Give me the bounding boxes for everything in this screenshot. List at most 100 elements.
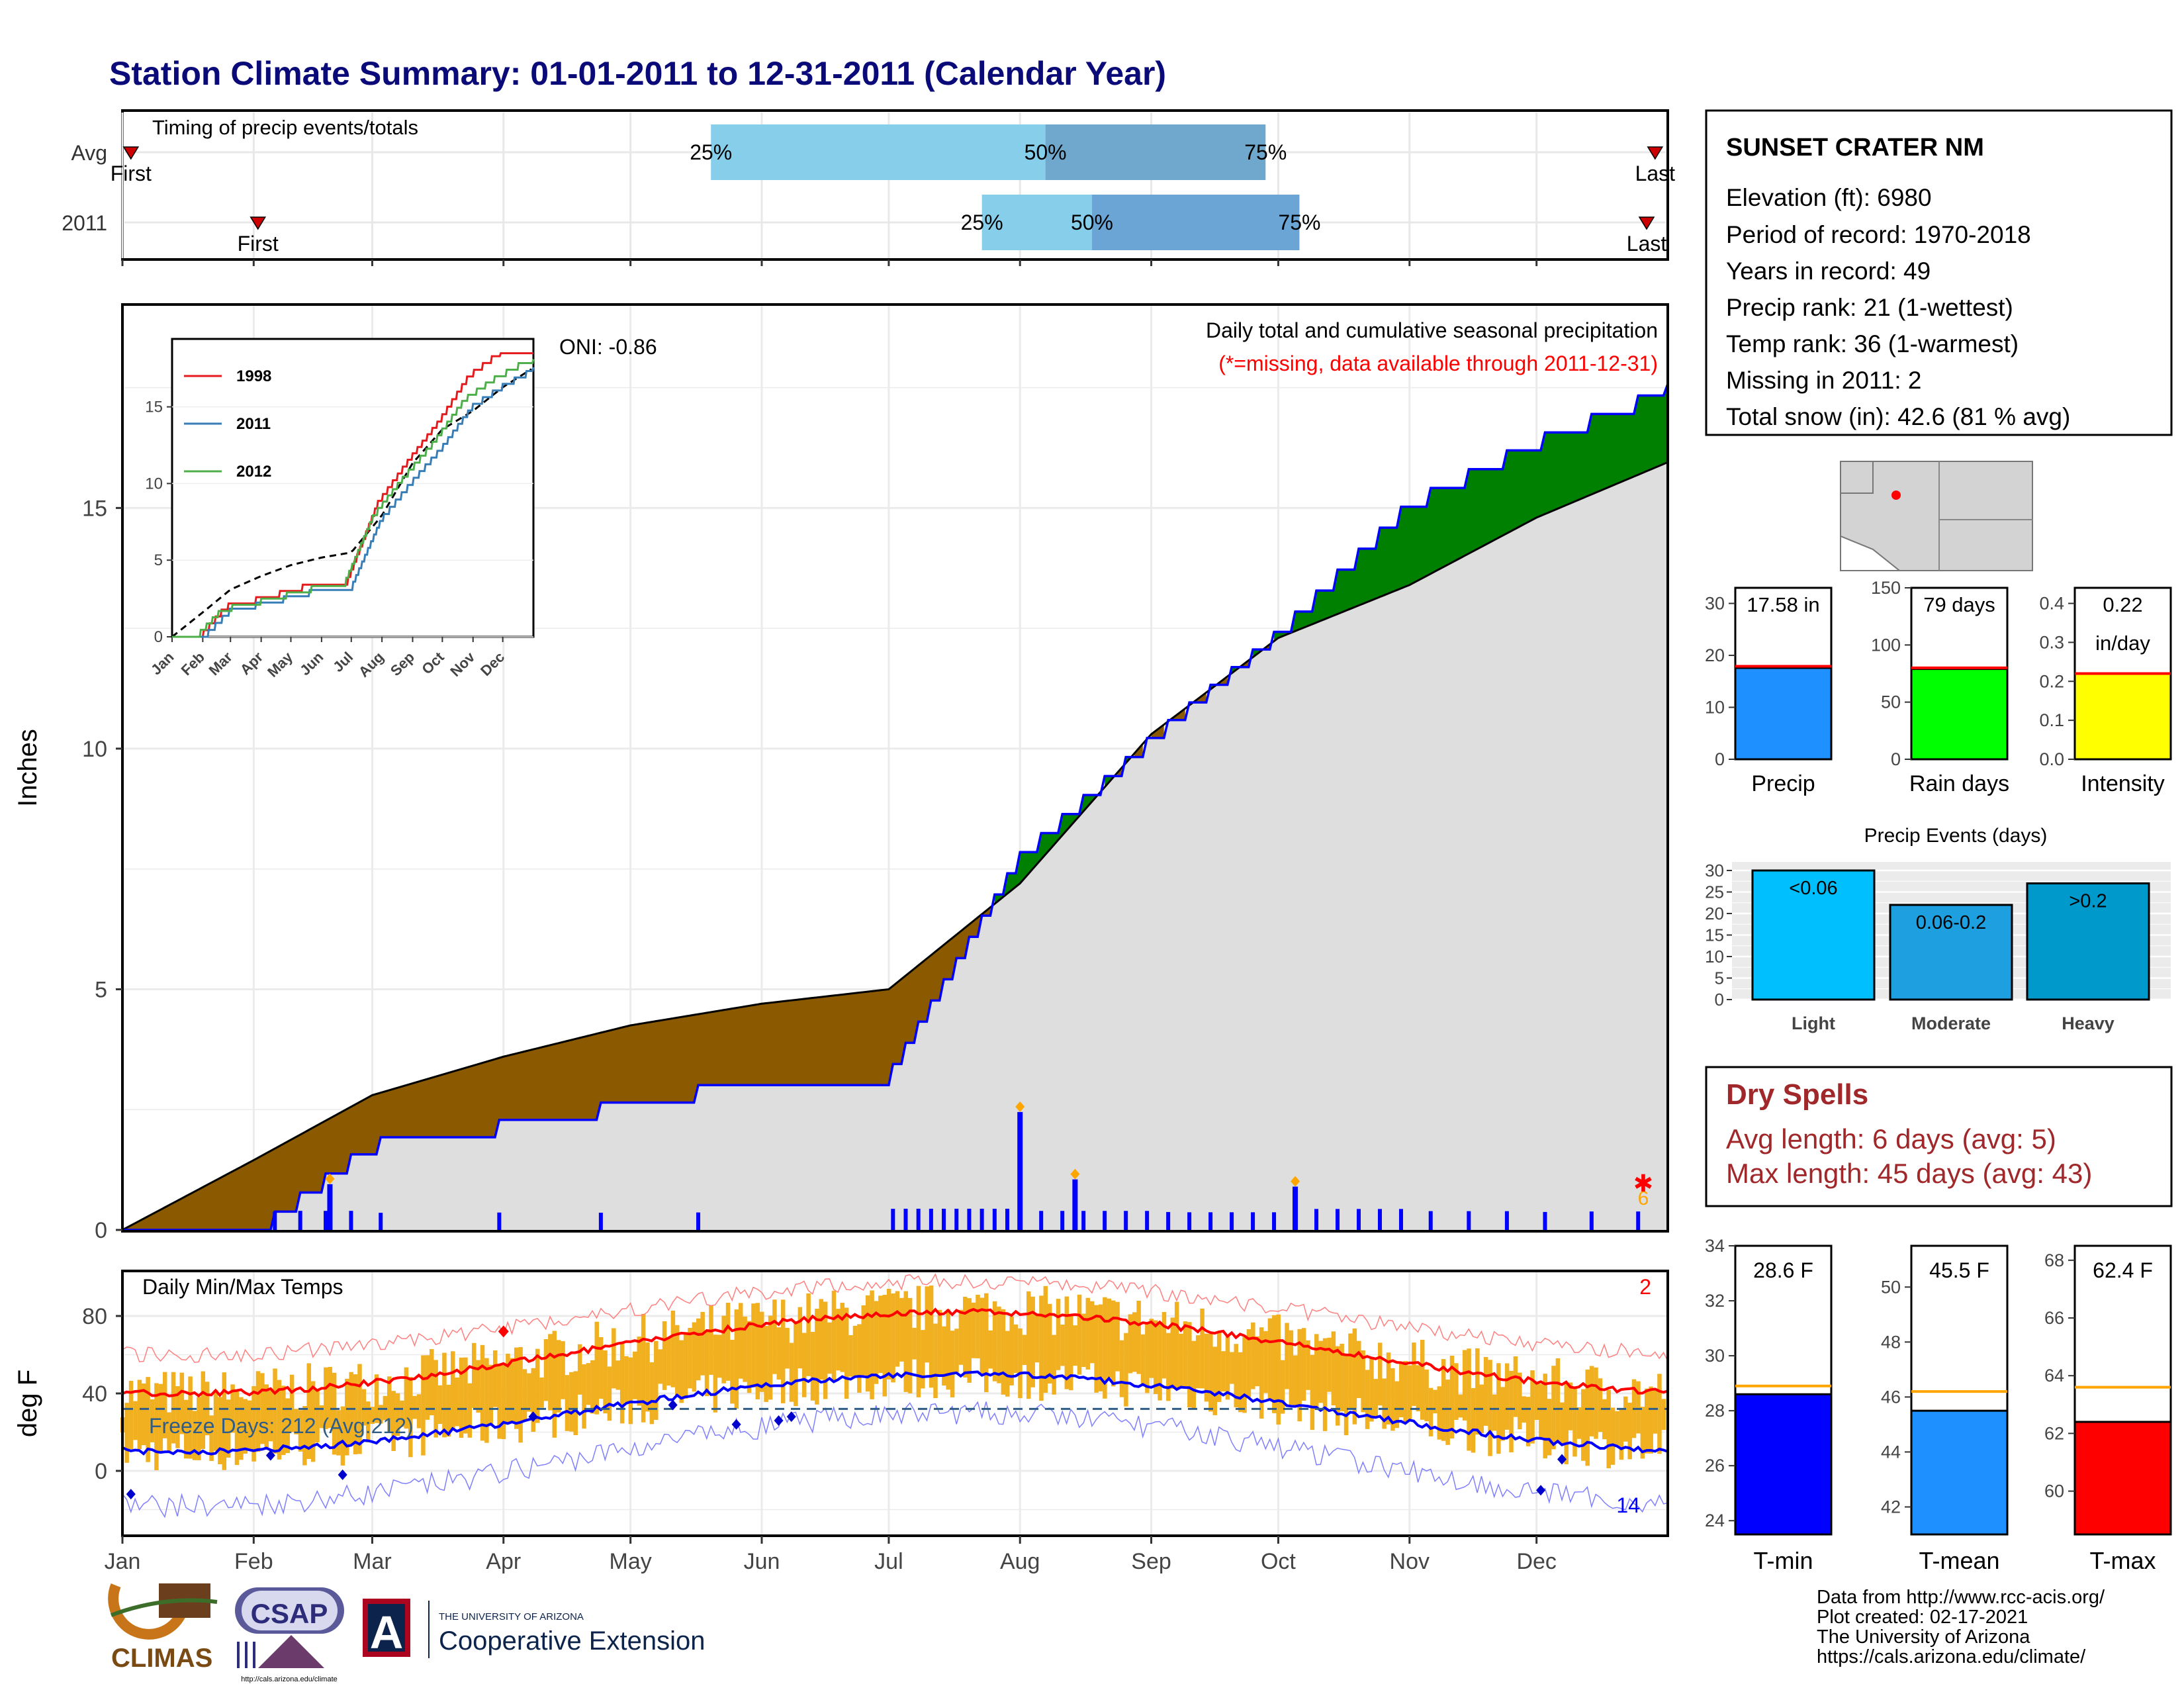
precip-ylabel: Inches	[13, 729, 42, 807]
daily-temp-bar	[1170, 1317, 1175, 1389]
daily-precip-bar	[942, 1208, 946, 1230]
events-bar-range: >0.2	[2069, 891, 2107, 912]
timing-pct-label: 75%	[1278, 211, 1320, 234]
daily-temp-bar	[848, 1335, 853, 1377]
oni-value: ONI: -0.86	[559, 335, 657, 359]
timing-pct-label: 75%	[1244, 140, 1287, 164]
daily-temp-bar	[840, 1302, 845, 1372]
climas-wordmark: CLIMAS	[111, 1644, 212, 1673]
summary-gauge: 0 10 20 30 17.58 in Precip	[1705, 586, 1833, 796]
events-bar	[2026, 882, 2150, 1001]
daily-temp-bar	[637, 1336, 641, 1406]
daily-temp-bar	[430, 1349, 434, 1416]
events-bar	[1889, 904, 2013, 1001]
daily-temp-bar	[1161, 1311, 1167, 1379]
daily-temp-bar	[1420, 1339, 1425, 1420]
month-label: Oct	[1261, 1549, 1296, 1574]
freeze-days: Freeze Days: 212 (Avg:212)	[149, 1414, 414, 1438]
daily-temp-bar	[1645, 1388, 1649, 1454]
events-ytick: 20	[1705, 904, 1724, 923]
station-location-marker	[1891, 491, 1901, 500]
daily-temp-bar	[907, 1297, 913, 1393]
inset-series-line	[172, 352, 533, 638]
daily-temp-bar	[404, 1367, 409, 1429]
daily-temp-bar	[1530, 1370, 1535, 1444]
daily-temp-bar	[357, 1364, 362, 1454]
daily-temp-bar	[1504, 1363, 1510, 1430]
daily-temp-bar	[230, 1384, 235, 1433]
csap-url: http://cals.arizona.edu/climate	[241, 1675, 338, 1683]
daily-temp-bar	[561, 1341, 565, 1399]
gauge-tick: 0.2	[2039, 671, 2064, 691]
daily-temp-bar	[1615, 1411, 1619, 1447]
daily-temp-bar	[476, 1360, 480, 1413]
daily-temp-bar	[1357, 1340, 1361, 1399]
daily-temp-bar	[971, 1302, 976, 1358]
first-marker	[122, 146, 140, 160]
daily-precip-bar	[696, 1212, 701, 1230]
daily-temp-bar	[1467, 1348, 1471, 1451]
daily-temp-bar	[264, 1384, 269, 1449]
daily-temp-bar	[1242, 1336, 1247, 1413]
daily-temp-bar	[874, 1301, 879, 1384]
temp-gauge-tick: 46	[1881, 1387, 1901, 1407]
daily-temp-bar	[1280, 1360, 1285, 1414]
daily-temp-bar	[416, 1394, 422, 1429]
daily-temp-bar	[1534, 1382, 1539, 1421]
daily-precip-bar	[992, 1208, 997, 1230]
daily-precip-bar	[1589, 1211, 1594, 1230]
daily-temp-bar	[1089, 1301, 1095, 1364]
daily-temp-bar	[255, 1371, 261, 1452]
daily-precip-bar	[1017, 1111, 1023, 1230]
last-marker	[1647, 146, 1664, 160]
daily-temp-bar	[1022, 1335, 1027, 1365]
daily-temp-bar	[1306, 1340, 1310, 1390]
daily-temp-bar	[1119, 1340, 1124, 1397]
ua-extension: Cooperative Extension	[439, 1626, 705, 1656]
daily-precip-bar	[1072, 1179, 1078, 1230]
daily-temp-bar	[628, 1357, 633, 1425]
daily-temp-bar	[1289, 1330, 1294, 1405]
gauge-label: Intensity	[2081, 771, 2165, 796]
daily-temp-bar	[785, 1327, 790, 1369]
daily-precip-bar	[349, 1211, 353, 1230]
temp-gauge-bar	[1910, 1409, 2009, 1536]
daily-temp-bar	[815, 1309, 819, 1405]
daily-temp-bar	[1183, 1321, 1188, 1387]
temp-missing-bottom: 14	[1616, 1493, 1640, 1517]
daily-temp-bar	[912, 1327, 917, 1360]
events-ytick: 30	[1705, 861, 1724, 880]
daily-temp-bar	[1555, 1358, 1561, 1441]
temp-missing-top: 2	[1639, 1275, 1651, 1299]
footer-line: Plot created: 02-17-2021	[1817, 1607, 2028, 1628]
temp-gauge-label: T-min	[1754, 1547, 1813, 1574]
temp-gauge-tick: 62	[2044, 1423, 2064, 1443]
daily-precip-bar	[1467, 1211, 1471, 1230]
daily-temp-bar	[565, 1375, 570, 1431]
daily-temp-bar	[412, 1395, 417, 1419]
daily-temp-bar	[535, 1348, 540, 1423]
daily-temp-bar	[1598, 1378, 1603, 1432]
month-label: Sep	[1131, 1549, 1171, 1574]
daily-temp-bar	[158, 1383, 163, 1453]
daily-temp-bar	[895, 1291, 900, 1367]
daily-temp-bar	[633, 1351, 637, 1399]
daily-temp-bar	[510, 1358, 515, 1424]
daily-temp-bar	[950, 1331, 955, 1397]
daily-temp-bar	[612, 1328, 616, 1389]
inset-series-line	[172, 359, 535, 638]
csap-wordmark: CSAP	[251, 1598, 328, 1629]
daily-temp-bar	[1272, 1315, 1277, 1413]
month-label: Nov	[1390, 1549, 1430, 1574]
temp-gauge-tick: 26	[1705, 1456, 1725, 1476]
daily-temp-bar	[471, 1342, 477, 1409]
daily-temp-bar	[586, 1363, 591, 1405]
daily-temp-bar	[463, 1357, 468, 1434]
daily-temp-bar	[1551, 1366, 1556, 1450]
daily-precip-bar	[327, 1184, 333, 1230]
daily-temp-bar	[1216, 1331, 1222, 1402]
daily-temp-bar	[1471, 1387, 1476, 1453]
events-ytick: 25	[1705, 882, 1724, 902]
daily-temp-bar	[713, 1335, 718, 1413]
daily-temp-bar	[1221, 1351, 1226, 1392]
